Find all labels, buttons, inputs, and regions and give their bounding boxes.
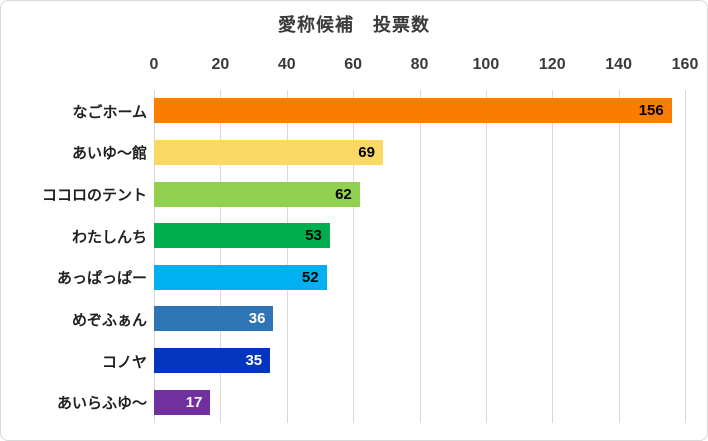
x-tick-label: 160 bbox=[671, 56, 699, 73]
x-tick-label: 0 bbox=[149, 56, 159, 73]
gridline bbox=[154, 90, 155, 423]
bar-1: 156 bbox=[154, 98, 672, 124]
category-label: わたしんち bbox=[71, 228, 147, 246]
category-label: あっぱっぱー bbox=[56, 270, 147, 288]
bar-8: 17 bbox=[154, 389, 211, 415]
x-tick-label: 120 bbox=[538, 56, 566, 73]
bar-4: 53 bbox=[154, 223, 330, 249]
y-axis-category-labels: なごホームあいゆ〜館ココロのテントわたしんちあっぱっぱーめぞふぁんコノヤあいらふ… bbox=[7, 90, 147, 423]
x-tick-label: 60 bbox=[344, 56, 363, 73]
bar-value-label: 52 bbox=[301, 268, 319, 286]
bar-value-label: 62 bbox=[335, 185, 352, 203]
gridline bbox=[353, 90, 355, 423]
bar-7: 35 bbox=[154, 348, 271, 374]
bar-5: 52 bbox=[154, 264, 327, 290]
gridline bbox=[419, 90, 421, 423]
category-label: あいゆ〜館 bbox=[71, 145, 147, 163]
gridline bbox=[485, 90, 487, 423]
gridline bbox=[220, 90, 222, 423]
gridline bbox=[618, 90, 620, 423]
x-tick-label: 80 bbox=[410, 56, 429, 73]
plot-area: 156 69 62 53 52 36 35 17 bbox=[154, 90, 686, 423]
gridline bbox=[286, 90, 288, 423]
gridline bbox=[552, 90, 554, 423]
bar-6: 36 bbox=[154, 306, 274, 332]
bar-value-label: 35 bbox=[245, 352, 263, 370]
bar-value-label: 53 bbox=[305, 227, 322, 245]
bar-value-label: 69 bbox=[358, 143, 375, 161]
category-label: めぞふぁん bbox=[71, 311, 147, 329]
category-label: コノヤ bbox=[101, 353, 147, 371]
bar-3: 62 bbox=[154, 181, 360, 207]
x-tick-label: 100 bbox=[472, 56, 500, 73]
chart-title: 愛称候補 投票数 bbox=[278, 15, 430, 35]
x-tick-label: 40 bbox=[277, 56, 296, 73]
gridline bbox=[685, 90, 686, 423]
bar-value-label: 36 bbox=[248, 310, 266, 328]
bar-value-label: 17 bbox=[185, 393, 203, 411]
category-label: なごホーム bbox=[72, 103, 147, 121]
x-axis: 0 20 40 60 80 100 120 140 160 bbox=[1, 56, 707, 78]
bar-2: 69 bbox=[154, 139, 383, 165]
x-tick-label: 20 bbox=[211, 56, 230, 73]
category-label: あいらふゆ〜 bbox=[56, 395, 147, 413]
bar-value-label: 156 bbox=[638, 102, 664, 120]
x-tick-label: 140 bbox=[605, 56, 632, 73]
category-label: ココロのテント bbox=[41, 187, 147, 205]
